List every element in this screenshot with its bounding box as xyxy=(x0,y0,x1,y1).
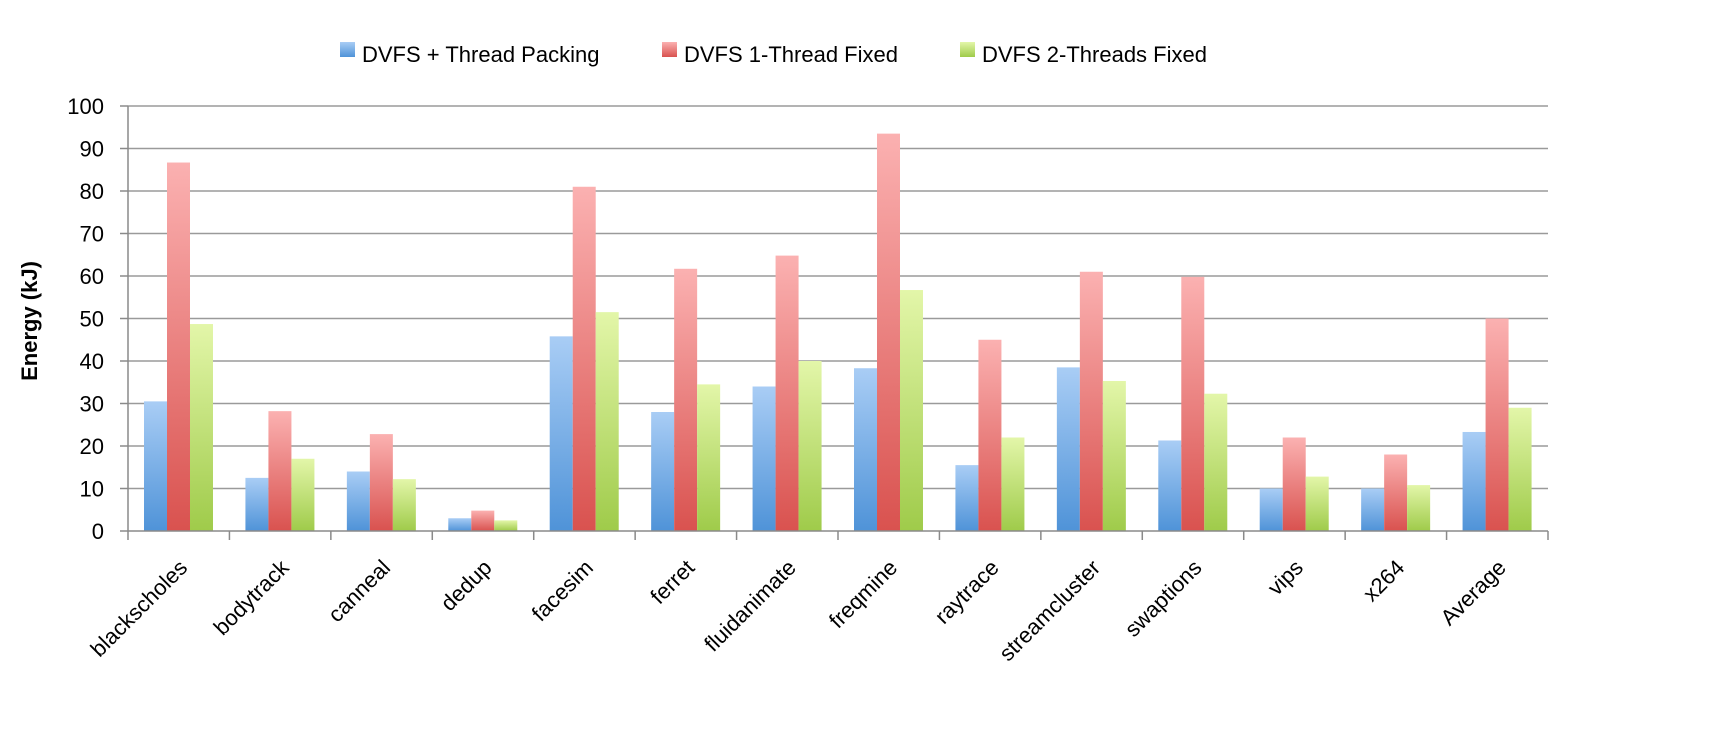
x-tick-label: vips xyxy=(1263,555,1308,600)
x-tick-label: raytrace xyxy=(930,555,1004,629)
y-tick-label: 70 xyxy=(80,222,104,247)
y-tick-label: 60 xyxy=(80,264,104,289)
bar-Average-3 xyxy=(1508,407,1532,531)
bar-ferret-2 xyxy=(674,268,698,531)
y-tick-label: 20 xyxy=(80,434,104,459)
bar-dedup-2 xyxy=(471,510,495,531)
bar-streamcluster-1 xyxy=(1056,367,1080,531)
bar-blackscholes-1 xyxy=(144,401,167,531)
x-tick-label: canneal xyxy=(323,555,395,627)
bar-bodytrack-1 xyxy=(245,477,269,531)
x-axis-labels: blackscholes bodytrack canneal dedup facesim… xyxy=(86,554,1511,666)
bar-facesim-2 xyxy=(572,186,596,531)
bar-Average-1 xyxy=(1462,431,1486,531)
bar-facesim-3 xyxy=(595,312,619,531)
bar-raytrace-1 xyxy=(955,465,979,531)
y-tick-label: 30 xyxy=(80,392,104,417)
x-tick-label: blackscholes xyxy=(86,555,193,662)
bar-ferret-1 xyxy=(651,412,675,531)
x-tick-label: dedup xyxy=(436,555,497,616)
y-axis-ticks: 0 10 20 30 40 50 60 70 80 90 100 xyxy=(67,94,128,544)
bar-fluidanimate-3 xyxy=(798,361,822,531)
x-tick-label: fluidanimate xyxy=(699,555,801,657)
x-tick-label: x264 xyxy=(1358,555,1409,606)
bar-x264-2 xyxy=(1384,454,1408,531)
bar-swaptions-1 xyxy=(1158,440,1182,531)
bar-x264-3 xyxy=(1407,485,1431,531)
legend-swatch-2 xyxy=(662,42,677,57)
bars xyxy=(144,133,1532,531)
bar-vips-2 xyxy=(1282,437,1306,531)
bar-dedup-3 xyxy=(494,520,518,531)
bar-fluidanimate-2 xyxy=(775,255,799,531)
x-tick-label: streamcluster xyxy=(994,555,1105,666)
bar-swaptions-2 xyxy=(1181,276,1205,531)
bar-dedup-1 xyxy=(448,518,472,531)
x-axis xyxy=(127,106,1549,540)
bar-raytrace-3 xyxy=(1001,437,1025,531)
y-tick-label: 0 xyxy=(92,519,104,544)
gridlines xyxy=(128,105,1548,490)
x-tick-label: Average xyxy=(1435,555,1510,630)
y-tick-label: 80 xyxy=(80,179,104,204)
legend-swatch-1 xyxy=(340,42,355,57)
y-tick-label: 100 xyxy=(67,94,104,119)
y-tick-label: 50 xyxy=(80,307,104,332)
bar-facesim-1 xyxy=(549,336,573,531)
bar-freqmine-1 xyxy=(854,368,877,531)
bar-streamcluster-3 xyxy=(1102,380,1126,531)
legend-swatch-3 xyxy=(960,42,975,57)
x-tick-label: freqmine xyxy=(824,555,902,633)
legend-label-2: DVFS 1-Thread Fixed xyxy=(684,42,898,67)
bar-vips-1 xyxy=(1259,488,1283,531)
bar-canneal-3 xyxy=(392,479,416,531)
y-tick-label: 40 xyxy=(80,349,104,374)
legend-label-3: DVFS 2-Threads Fixed xyxy=(982,42,1207,67)
bar-canneal-1 xyxy=(346,471,370,531)
bar-x264-1 xyxy=(1361,488,1385,531)
bar-freqmine-3 xyxy=(900,290,923,531)
legend-label-1: DVFS + Thread Packing xyxy=(362,42,599,67)
bar-freqmine-2 xyxy=(877,133,900,531)
x-tick-label: swaptions xyxy=(1120,555,1207,642)
x-tick-label: facesim xyxy=(527,555,598,626)
bar-blackscholes-3 xyxy=(190,324,213,531)
y-tick-label: 10 xyxy=(80,477,104,502)
legend: DVFS + Thread Packing DVFS 1-Thread Fixed… xyxy=(340,42,1207,67)
x-tick-label: ferret xyxy=(645,555,699,609)
bar-vips-3 xyxy=(1305,476,1329,531)
bar-swaptions-3 xyxy=(1204,393,1228,531)
y-axis-label: Energy (kJ) xyxy=(17,261,42,381)
y-tick-label: 90 xyxy=(80,137,104,162)
bar-blackscholes-2 xyxy=(167,162,190,531)
bar-streamcluster-2 xyxy=(1079,271,1103,531)
bar-raytrace-2 xyxy=(978,339,1002,531)
bar-Average-2 xyxy=(1485,318,1509,531)
bar-ferret-3 xyxy=(697,384,721,531)
bar-fluidanimate-1 xyxy=(752,386,776,531)
bar-bodytrack-2 xyxy=(268,411,292,531)
bar-bodytrack-3 xyxy=(291,458,315,531)
bar-canneal-2 xyxy=(369,434,393,531)
x-tick-label: bodytrack xyxy=(209,554,295,640)
